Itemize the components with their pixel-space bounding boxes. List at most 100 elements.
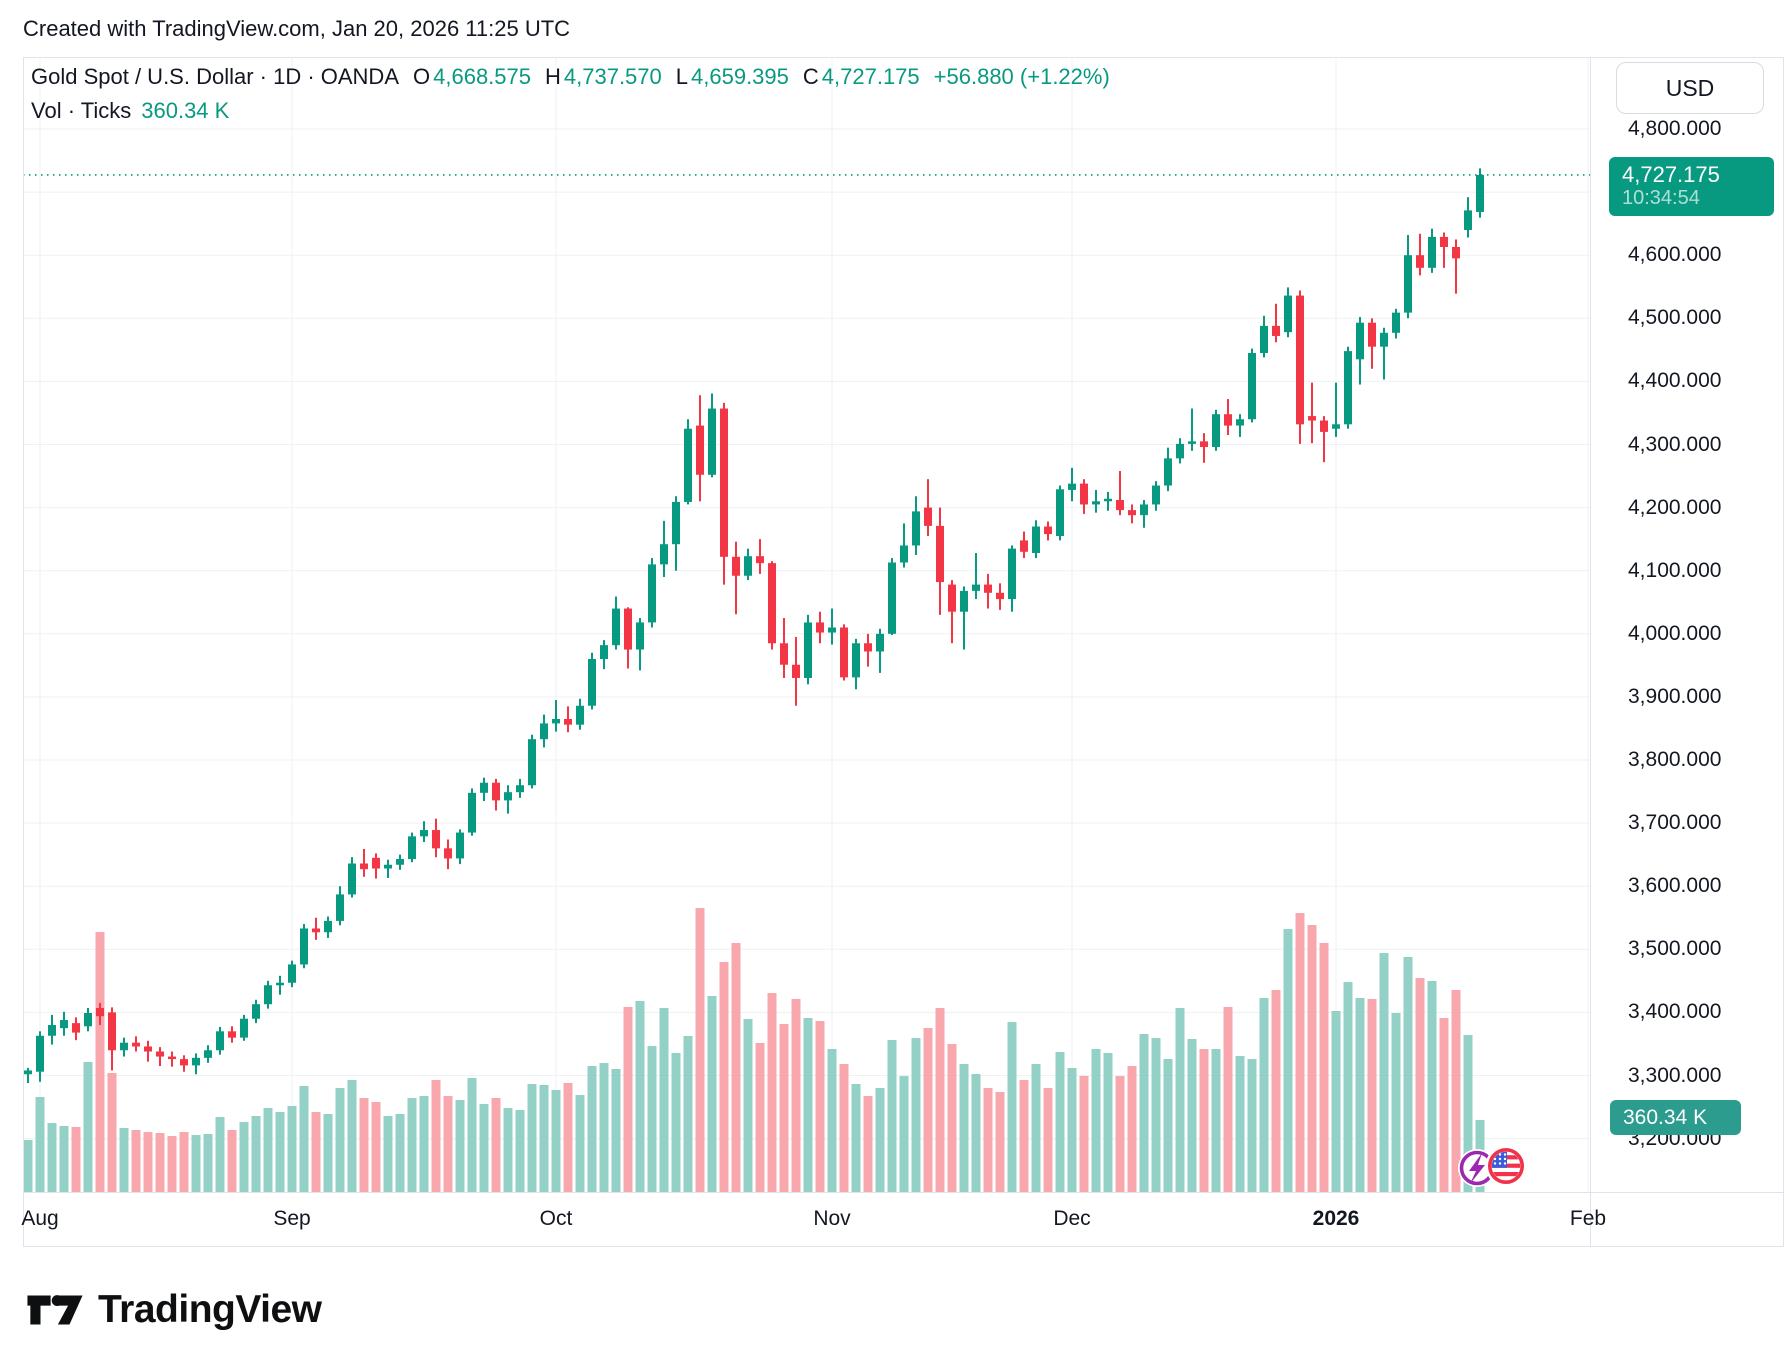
volume-bar bbox=[167, 1136, 177, 1192]
candlestick-volume-canvas[interactable] bbox=[23, 57, 1784, 1247]
candle-body bbox=[1032, 526, 1040, 554]
volume-bar bbox=[1151, 1038, 1161, 1192]
volume-bar bbox=[923, 1028, 933, 1192]
candle-body bbox=[1464, 210, 1472, 230]
volume-bar bbox=[287, 1106, 297, 1192]
candle-body bbox=[744, 556, 752, 576]
volume-bar bbox=[95, 932, 105, 1192]
volume-bar bbox=[1187, 1039, 1197, 1192]
candle-body bbox=[708, 408, 716, 475]
volume-value: 360.34 K bbox=[141, 98, 230, 123]
candle-body bbox=[564, 718, 572, 725]
volume-bar bbox=[1175, 1008, 1185, 1192]
candle-body bbox=[324, 920, 332, 933]
price-tick-label: 4,500.000 bbox=[1628, 306, 1722, 330]
volume-bar bbox=[1235, 1056, 1245, 1192]
volume-bar bbox=[959, 1064, 969, 1192]
bar-countdown: 10:34:54 bbox=[1622, 187, 1700, 209]
candle-body bbox=[1224, 414, 1232, 426]
candle-body bbox=[1452, 246, 1460, 259]
candle-body bbox=[972, 584, 980, 591]
currency-toggle-button[interactable]: USD bbox=[1616, 62, 1764, 114]
time-tick-label: Aug bbox=[21, 1207, 59, 1230]
price-tick-label: 4,000.000 bbox=[1628, 621, 1722, 645]
volume-bar bbox=[527, 1084, 537, 1192]
volume-bar bbox=[83, 1062, 93, 1192]
volume-bar bbox=[971, 1074, 981, 1192]
volume-bar bbox=[431, 1080, 441, 1192]
volume-bar bbox=[851, 1084, 861, 1192]
price-tick-label: 3,300.000 bbox=[1628, 1063, 1722, 1087]
volume-bar bbox=[299, 1086, 309, 1192]
candle-body bbox=[1332, 424, 1340, 429]
candle-body bbox=[924, 507, 932, 526]
volume-bar bbox=[215, 1117, 225, 1192]
volume-bar bbox=[479, 1104, 489, 1192]
volume-bar bbox=[635, 1001, 645, 1192]
volume-bar bbox=[1055, 1052, 1065, 1192]
candle-body bbox=[228, 1031, 236, 1038]
candle-body bbox=[840, 627, 848, 678]
candle-body bbox=[1080, 483, 1088, 505]
volume-bar bbox=[887, 1040, 897, 1192]
candle-body bbox=[552, 718, 560, 724]
timescale-event-markers[interactable] bbox=[1433, 1144, 1533, 1199]
volume-bar bbox=[1211, 1049, 1221, 1192]
candle-body bbox=[1200, 441, 1208, 448]
candle-body bbox=[1008, 548, 1016, 600]
volume-bar bbox=[395, 1114, 405, 1192]
us-flag-event-icon[interactable] bbox=[1485, 1145, 1527, 1187]
volume-bar bbox=[35, 1097, 45, 1192]
chart-area[interactable]: Gold Spot / U.S. Dollar · 1D · OANDA O 4,6… bbox=[23, 57, 1784, 1247]
volume-bar bbox=[791, 999, 801, 1192]
volume-bar bbox=[251, 1116, 261, 1192]
candle-body bbox=[888, 562, 896, 634]
volume-bar bbox=[1007, 1022, 1017, 1192]
volume-bar bbox=[611, 1069, 621, 1192]
volume-bar bbox=[1343, 982, 1353, 1192]
volume-bar bbox=[443, 1096, 453, 1192]
volume-bar bbox=[119, 1128, 129, 1192]
symbol-title: Gold Spot / U.S. Dollar · 1D · OANDA bbox=[31, 64, 399, 89]
candle-body bbox=[120, 1042, 128, 1051]
low-value: 4,659.395 bbox=[691, 64, 789, 89]
volume-bar bbox=[383, 1116, 393, 1192]
volume-bar bbox=[1415, 978, 1425, 1192]
candle-body bbox=[1020, 540, 1028, 552]
price-tick-label: 3,400.000 bbox=[1628, 1000, 1722, 1024]
volume-bar bbox=[1115, 1076, 1125, 1192]
candle-body bbox=[528, 739, 536, 786]
volume-bar bbox=[1199, 1049, 1209, 1192]
volume-bar bbox=[683, 1036, 693, 1192]
candle-body bbox=[1044, 526, 1052, 535]
volume-bar bbox=[1139, 1034, 1149, 1192]
volume-bar bbox=[1223, 1007, 1233, 1192]
candle-body bbox=[204, 1050, 212, 1058]
candle-body bbox=[732, 556, 740, 576]
time-tick-label: Sep bbox=[273, 1207, 311, 1230]
candle-body bbox=[624, 608, 632, 650]
candle-body bbox=[612, 608, 620, 646]
volume-bar bbox=[707, 996, 717, 1192]
candle-body bbox=[168, 1056, 176, 1060]
tradingview-logo[interactable]: TradingView bbox=[26, 1284, 322, 1336]
volume-bar bbox=[347, 1080, 357, 1192]
volume-bar bbox=[767, 993, 777, 1192]
candle-body bbox=[660, 544, 668, 565]
candle-body bbox=[348, 863, 356, 895]
candle-body bbox=[360, 863, 368, 870]
volume-bar bbox=[827, 1049, 837, 1192]
volume-bar bbox=[659, 1008, 669, 1192]
candle-body bbox=[852, 643, 860, 678]
volume-bar bbox=[1043, 1088, 1053, 1192]
candle-body bbox=[996, 592, 1004, 600]
volume-bar bbox=[155, 1133, 165, 1192]
volume-bar bbox=[815, 1021, 825, 1192]
volume-bar bbox=[575, 1095, 585, 1192]
economic-event-icon[interactable] bbox=[1458, 1149, 1496, 1187]
candle-body bbox=[804, 622, 812, 678]
candle-body bbox=[768, 563, 776, 644]
price-tick-label: 3,900.000 bbox=[1628, 684, 1722, 708]
volume-bar bbox=[467, 1078, 477, 1192]
candle-body bbox=[828, 627, 836, 633]
